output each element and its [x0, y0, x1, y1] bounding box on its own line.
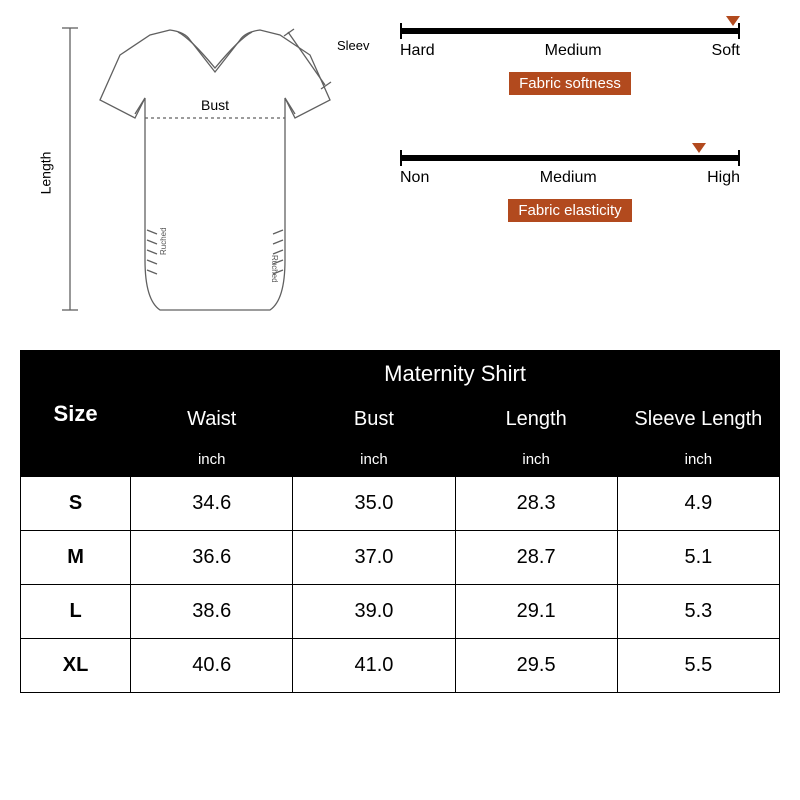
value-cell: 28.3: [455, 477, 617, 531]
softness-marker: [726, 16, 740, 26]
size-cell: M: [21, 531, 131, 585]
elasticity-marker: [692, 143, 706, 153]
value-cell: 5.1: [617, 531, 779, 585]
value-cell: 28.7: [455, 531, 617, 585]
shirt-measurement-diagram: Length: [40, 10, 370, 320]
value-cell: 29.5: [455, 639, 617, 693]
softness-scale: Hard Medium Soft Fabric softness: [400, 28, 740, 95]
value-cell: 29.1: [455, 585, 617, 639]
tick-label: Soft: [712, 42, 740, 60]
col-header: Sleeve Length: [617, 397, 779, 443]
table-row: M36.637.028.75.1: [21, 531, 780, 585]
value-cell: 39.0: [293, 585, 455, 639]
sleeve-label: Sleeve Length: [337, 38, 370, 53]
value-cell: 36.6: [131, 531, 293, 585]
softness-ticks: Hard Medium Soft: [400, 42, 740, 60]
tick-label: Non: [400, 169, 429, 187]
col-header: Length: [455, 397, 617, 443]
unit-label: inch: [293, 443, 455, 477]
value-cell: 35.0: [293, 477, 455, 531]
softness-track: [400, 28, 740, 34]
value-cell: 5.5: [617, 639, 779, 693]
value-cell: 5.3: [617, 585, 779, 639]
value-cell: 34.6: [131, 477, 293, 531]
value-cell: 40.6: [131, 639, 293, 693]
tick-label: High: [707, 169, 740, 187]
shirt-svg: Bust Sleeve Length Ruched Ruched: [40, 10, 370, 320]
value-cell: 37.0: [293, 531, 455, 585]
elasticity-ticks: Non Medium High: [400, 169, 740, 187]
table-row: XL40.641.029.55.5: [21, 639, 780, 693]
size-chart-body: S34.635.028.34.9M36.637.028.75.1L38.639.…: [21, 477, 780, 693]
ruched-label-left: Ruched: [159, 227, 168, 255]
size-cell: L: [21, 585, 131, 639]
tick-label: Medium: [540, 169, 597, 187]
bust-label: Bust: [201, 97, 229, 113]
elasticity-badge: Fabric elasticity: [508, 199, 631, 222]
length-label: Length: [37, 152, 53, 195]
table-row: L38.639.029.15.3: [21, 585, 780, 639]
value-cell: 4.9: [617, 477, 779, 531]
softness-badge: Fabric softness: [509, 72, 631, 95]
fabric-scales: Hard Medium Soft Fabric softness Non Med…: [400, 10, 790, 222]
col-header: Bust: [293, 397, 455, 443]
unit-label: inch: [617, 443, 779, 477]
col-header: Waist: [131, 397, 293, 443]
table-title: Maternity Shirt: [131, 351, 780, 397]
value-cell: 38.6: [131, 585, 293, 639]
unit-label: inch: [455, 443, 617, 477]
elasticity-scale: Non Medium High Fabric elasticity: [400, 155, 740, 222]
ruched-label-right: Ruched: [270, 255, 279, 283]
tick-label: Hard: [400, 42, 435, 60]
tick-label: Medium: [545, 42, 602, 60]
unit-label: inch: [131, 443, 293, 477]
elasticity-track: [400, 155, 740, 161]
size-chart-table: Size Maternity Shirt Waist Bust Length S…: [20, 350, 780, 693]
table-row: S34.635.028.34.9: [21, 477, 780, 531]
value-cell: 41.0: [293, 639, 455, 693]
top-section: Length: [10, 10, 790, 340]
size-cell: S: [21, 477, 131, 531]
size-header: Size: [21, 351, 131, 477]
size-cell: XL: [21, 639, 131, 693]
